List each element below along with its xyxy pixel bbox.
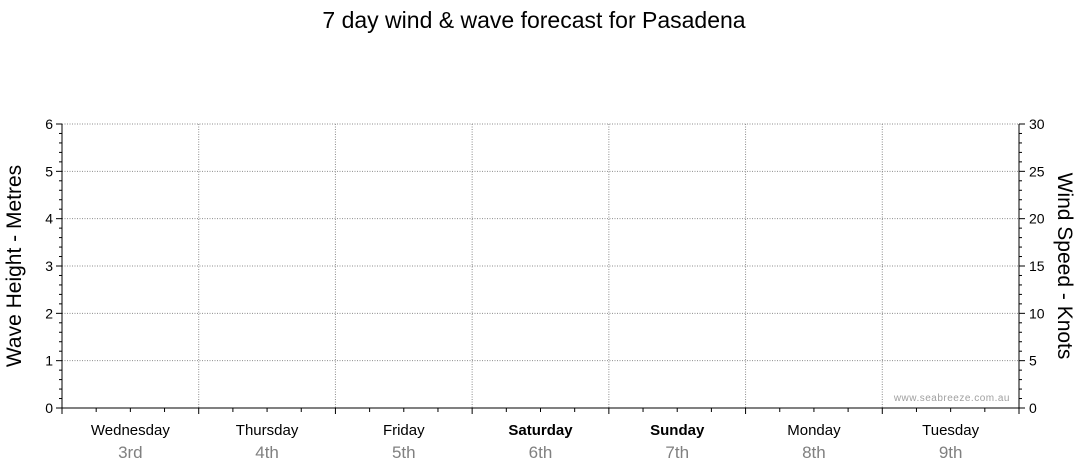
day-date-label: 9th [939,443,963,462]
day-labels: Wednesday 3rd Thursday 4th Friday 5th Saturday… [91,422,980,462]
left-axis-title: Wave Height - Metres [3,165,26,367]
day-date-label: 8th [802,443,826,462]
day-date-label: 3rd [118,443,143,462]
left-tick-label: 2 [45,305,53,321]
x-axis-ticks [61,408,1020,414]
chart-title: 7 day wind & wave forecast for Pasadena [322,7,745,33]
right-tick-label: 25 [1029,163,1045,179]
right-tick-label: 20 [1029,211,1045,227]
left-tick-label: 4 [45,211,53,227]
right-tick-label: 5 [1029,353,1037,369]
left-tick-label: 6 [45,116,53,132]
day-date-label: 4th [255,443,279,462]
day-name-label: Sunday [650,422,705,439]
right-tick-label: 15 [1029,258,1045,274]
day-date-label: 7th [665,443,689,462]
right-axis-title: Wind Speed - Knots [1053,173,1076,360]
left-tick-label: 3 [45,258,53,274]
right-tick-label: 0 [1029,400,1037,416]
watermark: www.seabreeze.com.au [893,393,1010,404]
day-name-label: Friday [383,422,425,439]
right-tick-label: 10 [1029,305,1045,321]
day-name-label: Tuesday [922,422,979,439]
day-date-label: 6th [529,443,553,462]
right-axis-ticks: 0 5 10 15 20 25 30 [1019,116,1045,416]
grid-lines [62,123,1019,408]
left-axis-ticks: 0 1 2 3 4 5 6 [45,116,62,416]
day-name-label: Wednesday [91,422,170,439]
left-tick-label: 5 [45,163,53,179]
left-tick-label: 0 [45,400,53,416]
day-date-label: 5th [392,443,416,462]
day-name-label: Monday [787,422,841,439]
right-tick-label: 30 [1029,116,1045,132]
day-name-label: Thursday [236,422,299,439]
day-name-label: Saturday [508,422,573,439]
left-tick-label: 1 [45,353,53,369]
